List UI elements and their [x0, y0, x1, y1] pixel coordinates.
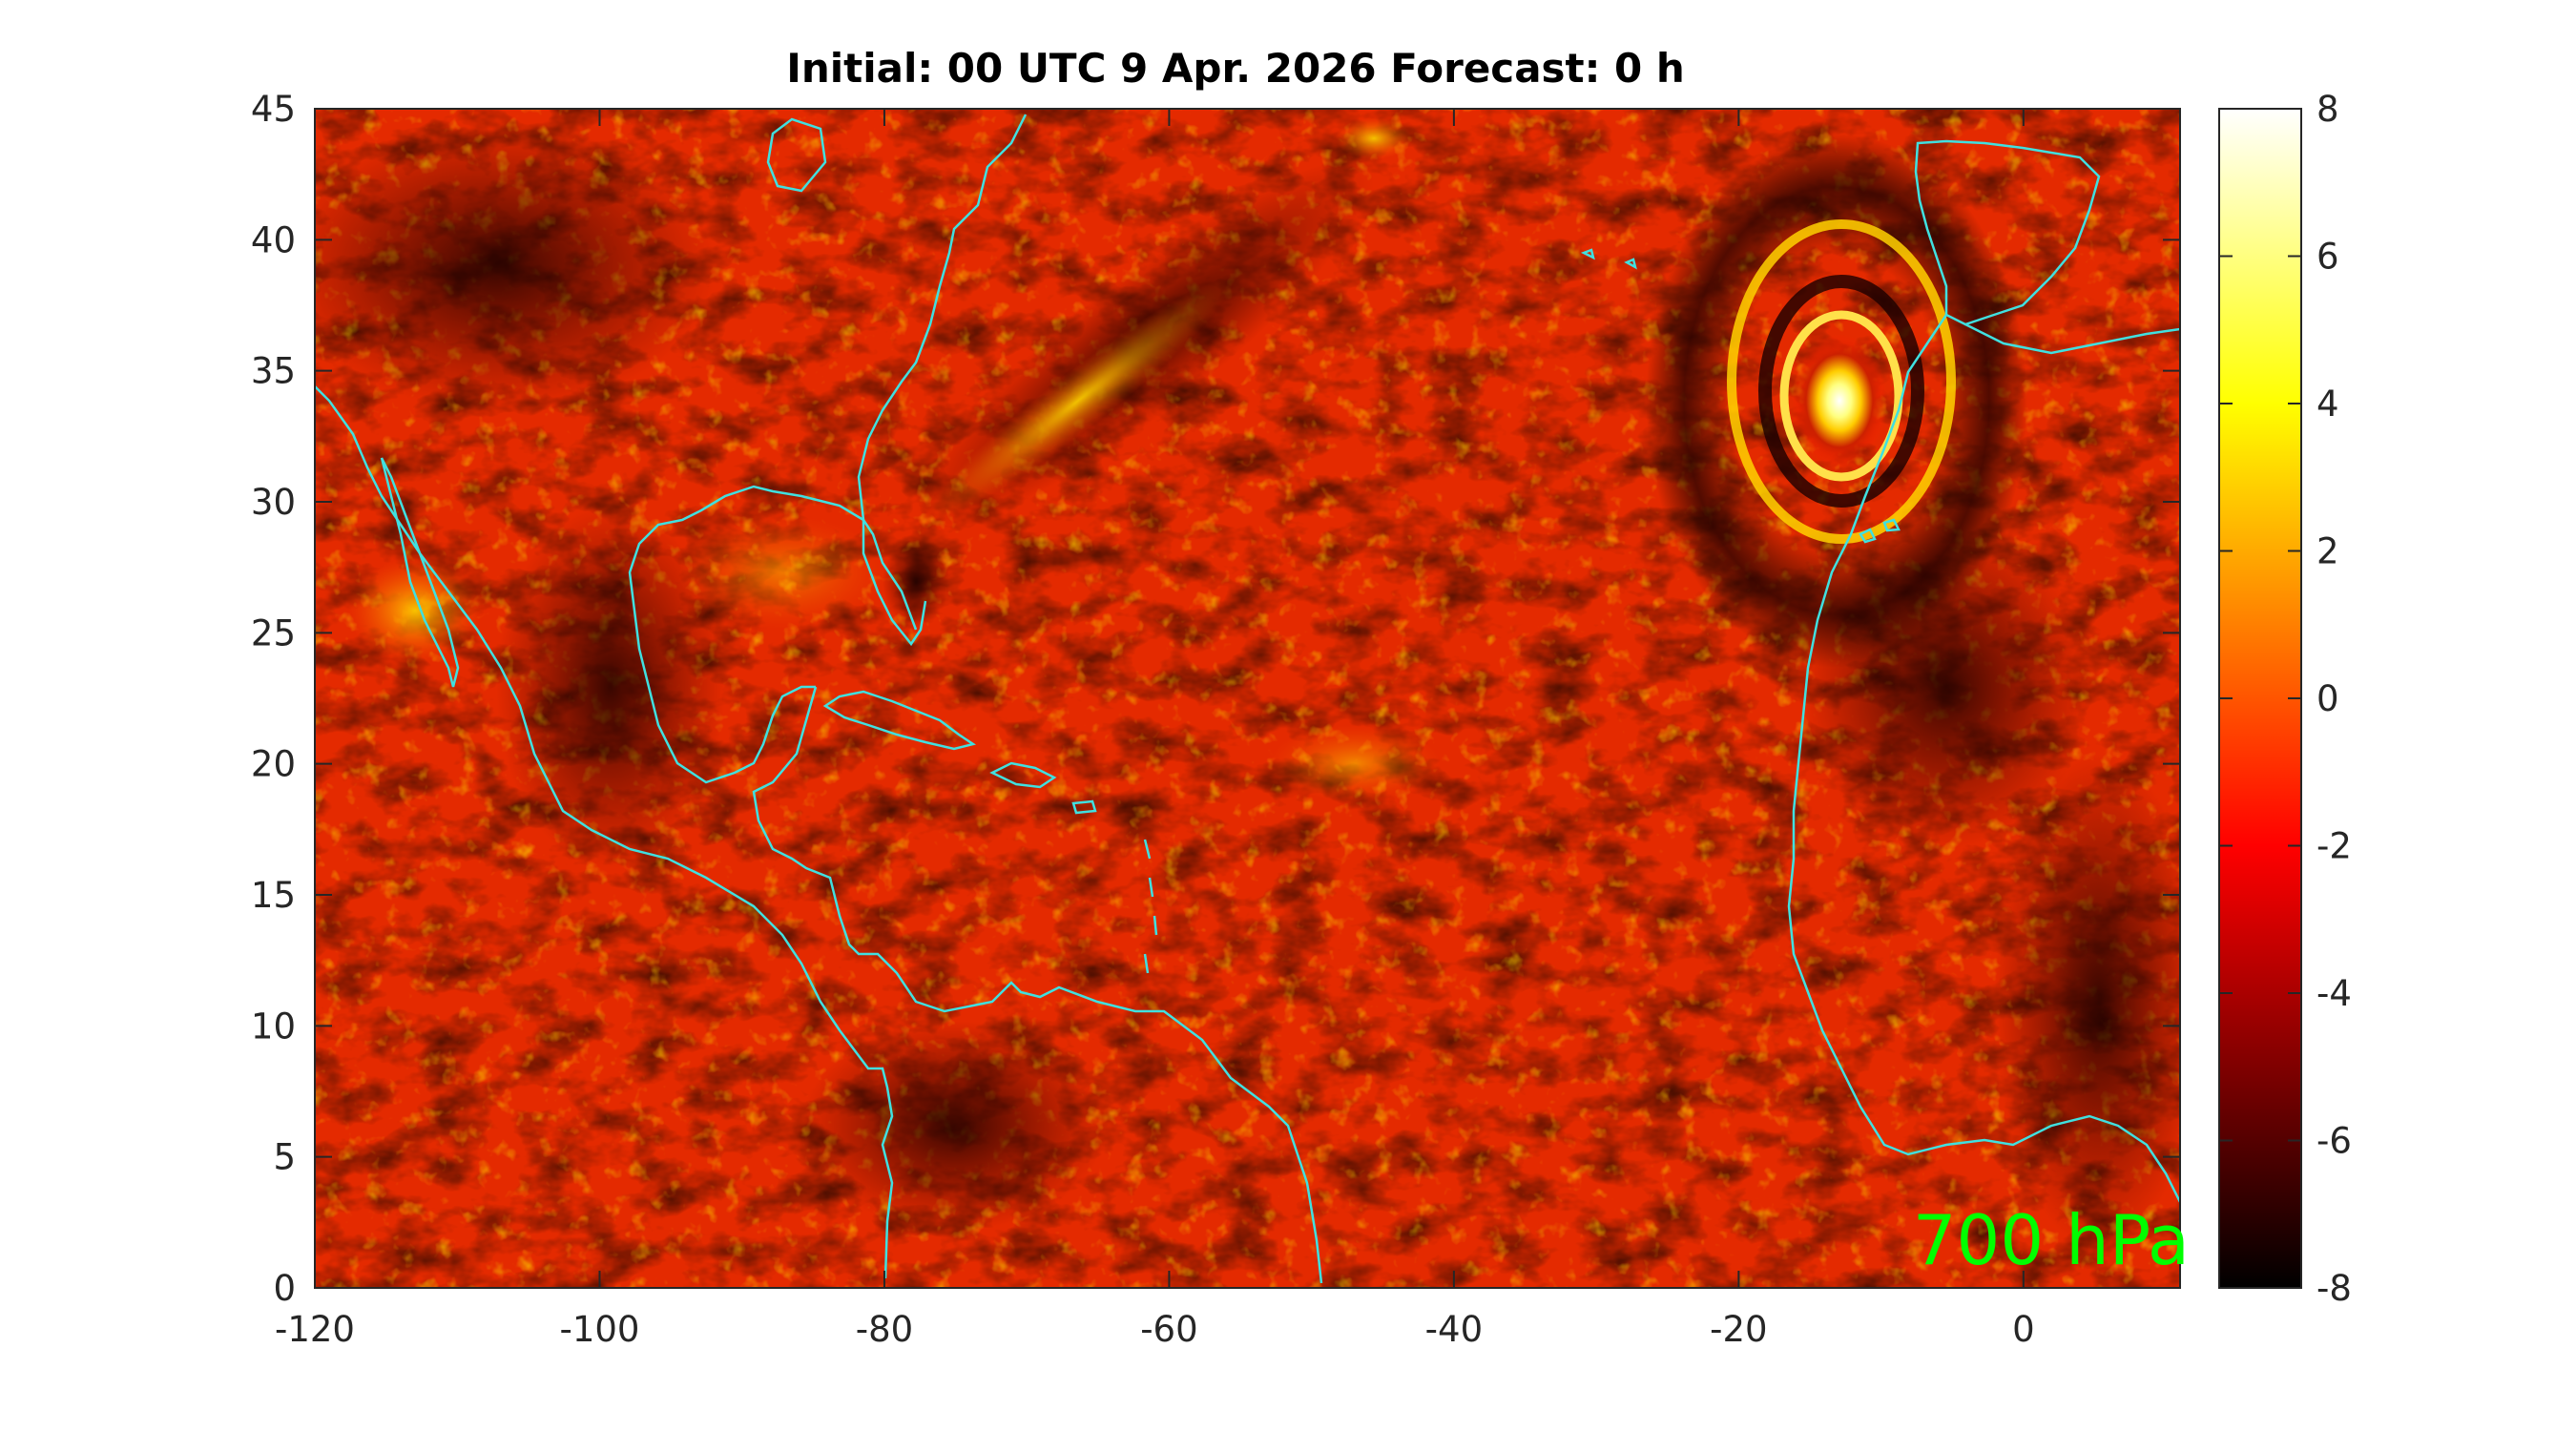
colorbar-tick-label: -8: [2316, 1268, 2352, 1309]
colorbar-tick-label: 4: [2316, 384, 2339, 425]
coastline-cuba: [822, 690, 977, 751]
colorbar-ticks: 8 6 4 2 0 -2 -4 -6 -8: [2219, 89, 2352, 1309]
warm-region-baja: [348, 558, 482, 663]
y-tick-label: 15: [251, 875, 296, 916]
coastline-canary-islands: [1859, 518, 1901, 544]
coastline-iberia: [1914, 139, 2101, 326]
x-tick-label: -120: [275, 1309, 355, 1350]
x-tick-label: -60: [1140, 1309, 1197, 1350]
coastline-puerto-rico: [1071, 799, 1097, 815]
y-tick-label: 0: [273, 1268, 296, 1309]
vortex-core: [1792, 334, 1887, 467]
y-tick-label: 10: [251, 1006, 296, 1047]
colorbar-tick-label: -6: [2316, 1121, 2352, 1162]
level-label: 700 hPa: [1913, 1200, 2190, 1280]
vortex-middle-band: [1758, 275, 1924, 508]
vortex-inner-band: [1779, 310, 1903, 482]
plot-area: [315, 109, 2180, 1288]
y-tick-label: 5: [273, 1137, 296, 1178]
coastline-baja-california: [380, 457, 460, 688]
warm-region-atlantic: [1269, 725, 1441, 801]
warm-band-frontal: [926, 280, 1230, 521]
colorbar-tick-label: -2: [2316, 826, 2352, 867]
y-tick-label: 40: [251, 219, 296, 260]
coastline-central-america: [752, 686, 1323, 1284]
y-tick-label: 35: [251, 351, 296, 392]
plot-frame: [314, 108, 2181, 1289]
coastline-florida: [862, 519, 918, 631]
coastline-mediterranean: [1964, 322, 2180, 355]
x-tick-label: -20: [1710, 1309, 1767, 1350]
colorbar-tick-label: 8: [2316, 89, 2339, 130]
dark-spot-bahamas: [883, 539, 949, 625]
y-tick-label: 45: [251, 89, 296, 130]
colorbar-tick-label: 6: [2316, 237, 2339, 278]
y-tick-label: 20: [251, 744, 296, 785]
y-tick-label: 25: [251, 612, 296, 653]
y-axis: 0 5 10 15 20 25 30 35 40 45: [251, 89, 2180, 1309]
coastline-pacific-mexico: [315, 385, 894, 1279]
coastline-north-america-east: [857, 114, 1028, 647]
colorbar-tick-label: 2: [2316, 531, 2339, 572]
y-tick-label: 30: [251, 482, 296, 523]
dark-region-colombia: [801, 1021, 1107, 1231]
coastline-lesser-antilles: [1143, 839, 1158, 974]
x-tick-label: -40: [1425, 1309, 1483, 1350]
x-tick-label: -100: [559, 1309, 639, 1350]
x-tick-label: -80: [856, 1309, 913, 1350]
coastline-hispaniola: [989, 761, 1057, 789]
x-tick-label: 0: [2012, 1309, 2035, 1350]
colorbar: [2218, 108, 2302, 1289]
x-axis: -120 -100 -80 -60 -40 -20 0: [275, 109, 2035, 1350]
warm-region-gulf: [677, 515, 887, 630]
coastline-azores: [1580, 248, 1637, 270]
coastlines: [315, 114, 2180, 1284]
map-title: Initial: 00 UTC 9 Apr. 2026 Forecast: 0 …: [786, 45, 1685, 92]
colorbar-tick-label: -4: [2316, 973, 2352, 1014]
vortex-outer-band: [1727, 219, 1956, 544]
colorbar-tick-label: 0: [2316, 678, 2339, 719]
dark-region-northwest: [315, 124, 716, 410]
warm-streak-north: [1336, 117, 1412, 159]
dark-region-mexico: [496, 506, 725, 868]
coastline-africa-west: [1787, 314, 2180, 1203]
dark-region-sahara: [1994, 754, 2180, 1250]
coastline-gulf-of-mexico: [628, 485, 864, 784]
coastline-newfoundland: [766, 117, 827, 193]
